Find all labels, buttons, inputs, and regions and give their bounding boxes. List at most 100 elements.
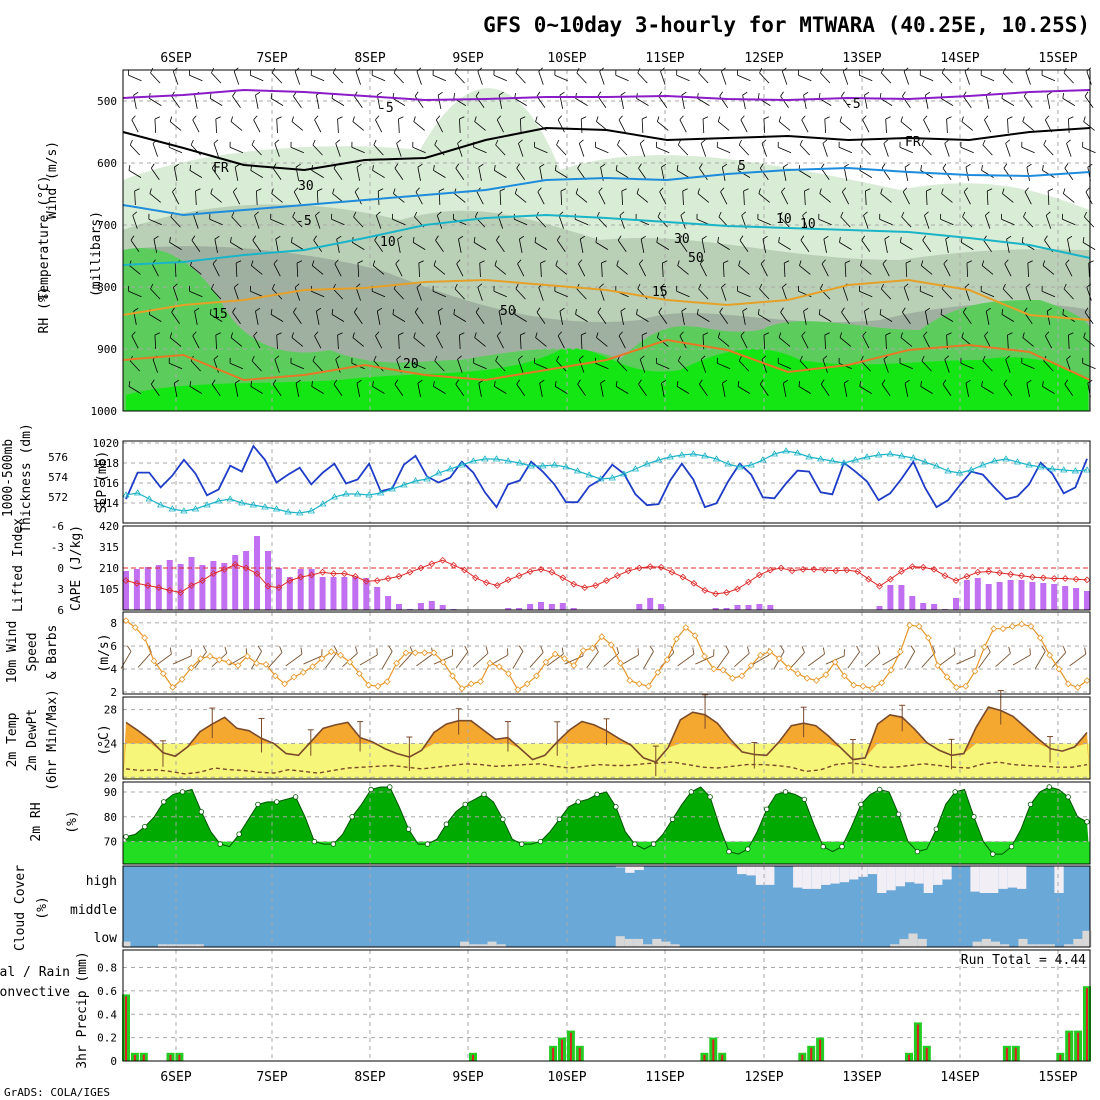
wind-barb-feather: [858, 285, 860, 292]
wind-barb-staff: [618, 119, 626, 133]
wind-barb-feather: [433, 165, 435, 171]
wind-speed-point: [971, 667, 979, 675]
wind-barb: [763, 332, 769, 350]
cape-bar: [133, 569, 140, 610]
wind-barb: [272, 379, 282, 396]
wind-barb-feather: [477, 283, 483, 288]
wind-barb-feather: [273, 259, 278, 265]
thickness-point: [272, 505, 281, 512]
wind-barb: [962, 211, 973, 228]
wind-barb-staff: [270, 218, 284, 226]
wind-barb: [149, 188, 161, 203]
wind-barb: [860, 355, 871, 372]
wind-barb-feather: [1068, 116, 1074, 120]
wind-speed-point: [290, 673, 298, 681]
wind-barb: [150, 163, 160, 180]
surface-wind-barb-staff: [808, 653, 825, 667]
top-day-label: 10SEP: [547, 51, 586, 66]
wind-barb-feather: [537, 187, 542, 193]
wind-barb: [314, 115, 322, 133]
thickness-point: [330, 493, 339, 500]
surface-wind-barb-staff: [734, 652, 750, 668]
wind-barb-staff: [720, 191, 728, 205]
axis-label-cape: CAPE (J/kg): [69, 525, 84, 611]
wind-barb-feather: [799, 260, 802, 266]
wind-barb: [1043, 139, 1054, 156]
wind-barb-staff: [455, 168, 465, 180]
wind-barb-staff: [454, 288, 465, 300]
precip-convective-bar: [703, 1054, 706, 1061]
wind-barb: [132, 211, 138, 229]
surface-wind-barb-staff: [268, 652, 283, 668]
wind-barb-feather: [496, 331, 502, 337]
wind-barb-feather: [880, 188, 883, 194]
wind-barb: [432, 285, 447, 298]
wind-barb-staff: [454, 193, 466, 203]
wind-speed-point: [243, 652, 251, 660]
wind-barb-staff: [676, 170, 690, 178]
wind-barb-feather: [824, 116, 830, 120]
wind-barb-feather: [478, 163, 484, 168]
wind-barb-staff: [1082, 146, 1096, 154]
wind-barb-feather: [883, 139, 889, 144]
wind-barb: [230, 332, 243, 347]
cape-bar: [756, 604, 763, 610]
wind-barb: [678, 235, 688, 252]
wind-barb-staff: [859, 170, 873, 178]
wind-barb: [436, 211, 443, 229]
surface-wind-barb: [956, 649, 976, 665]
wind-barb-staff: [838, 146, 853, 154]
wind-barb: [722, 260, 729, 278]
cloud-high-bar: [737, 866, 747, 875]
rh-point: [387, 784, 393, 790]
wind-barb: [759, 379, 769, 396]
wind-barb-feather: [251, 139, 255, 146]
wind-barb-feather: [944, 355, 950, 360]
wind-barb: [820, 163, 830, 180]
wind-barb-staff: [575, 98, 588, 106]
wind-barb-feather: [493, 69, 495, 76]
wind-speed-point: [663, 656, 671, 664]
wind-barb-feather: [374, 235, 378, 241]
wind-barb-staff: [982, 144, 993, 156]
wind-barb: [473, 237, 487, 250]
wind-barb: [373, 355, 384, 372]
wind-barb-staff: [232, 312, 241, 324]
wind-barb-feather: [680, 211, 686, 216]
wind-barb-feather: [963, 187, 968, 193]
wind-barb-feather: [274, 355, 280, 360]
wind-barb-feather: [720, 187, 725, 193]
wind-barb-feather: [681, 91, 687, 96]
surface-wind-barb: [472, 646, 489, 668]
wind-barb: [233, 283, 240, 301]
wind-barb-staff: [862, 335, 870, 349]
precip-convective-bar: [819, 1039, 822, 1061]
wind-barb-staff: [778, 337, 791, 347]
wind-barb: [620, 307, 626, 325]
wind-barb-staff: [960, 146, 974, 154]
wind-barb: [271, 188, 283, 203]
wind-barb: [478, 163, 484, 181]
wind-barb: [677, 260, 689, 275]
wind-barb-feather: [256, 188, 262, 192]
pressure-tick-label: 700: [97, 219, 117, 232]
wind-barb-staff: [595, 362, 609, 370]
wind-barb-feather: [900, 116, 903, 122]
wind-barb-staff: [496, 335, 504, 349]
wind-barb-staff: [1005, 359, 1011, 373]
wind-barb-staff: [1043, 360, 1054, 372]
wind-barb-staff: [456, 263, 464, 277]
wind-barb-staff: [333, 384, 343, 396]
wind-barb-feather: [595, 237, 598, 243]
wind-barb-feather: [396, 355, 401, 360]
cape-bar: [1040, 583, 1047, 610]
precip-convective-bar: [712, 1039, 715, 1061]
cloud-low-bar: [890, 944, 900, 947]
wind-barb-feather: [498, 307, 504, 312]
wind-speed-point: [794, 670, 802, 677]
wind-barb-staff: [352, 242, 365, 250]
wind-speed-point: [775, 655, 783, 662]
wind-barb-feather: [148, 213, 150, 220]
rh-point: [519, 841, 525, 847]
surface-wind-barb: [921, 646, 936, 668]
